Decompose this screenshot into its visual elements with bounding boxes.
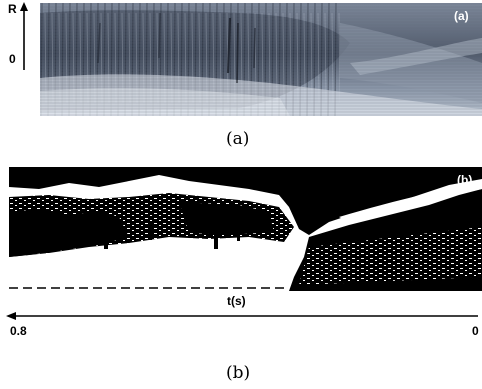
panel-b-caption: (b) xyxy=(226,363,251,383)
panel-a-image xyxy=(40,3,482,116)
panel-a-tag: (a) xyxy=(454,9,469,23)
time-axis-arrow-icon xyxy=(6,312,478,320)
panel-b-image xyxy=(9,167,482,291)
r-axis-arrow-icon xyxy=(20,2,28,70)
panel-a-caption: (a) xyxy=(226,129,250,149)
time-axis-right-value: 0 xyxy=(472,324,479,338)
r-axis-zero-label: 0 xyxy=(9,52,16,66)
r-axis-label: R xyxy=(8,2,17,16)
panel-b-tag: (b) xyxy=(457,173,473,187)
time-axis-label: t(s) xyxy=(227,294,246,308)
time-axis-left-value: 0.8 xyxy=(10,324,27,338)
